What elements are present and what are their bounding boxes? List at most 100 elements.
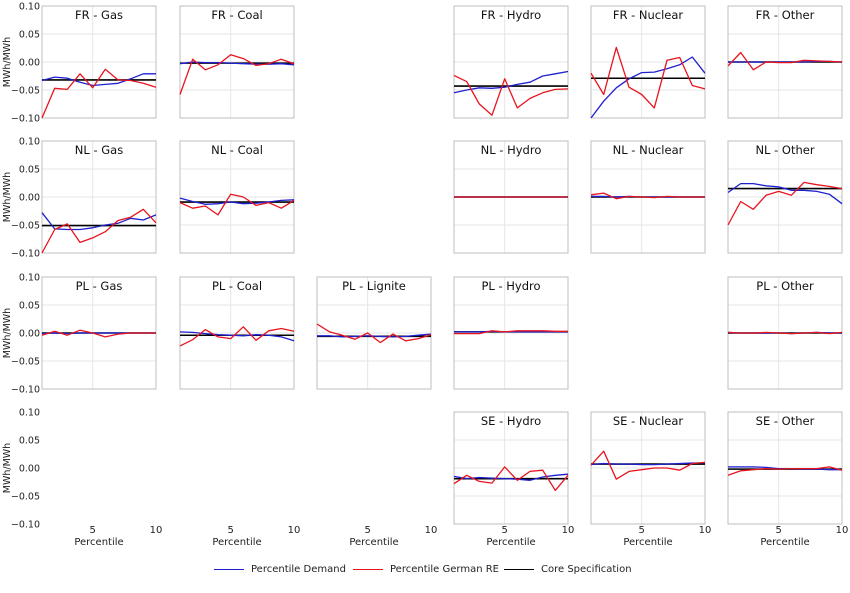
legend-demand-label: Percentile Demand [251,563,346,575]
panel-title-se-hydro: SE - Hydro [481,414,541,428]
xtick-label: 10 [699,525,712,536]
re-line-fr-gas [41,68,157,119]
re-line-nl-other [727,181,843,226]
re-line-pl-other [727,331,843,335]
legend-re-label: Percentile German RE [390,563,500,575]
ytick-label: −0.05 [11,86,40,97]
panel-frame-fr-coal [179,5,295,119]
panel-title-pl-other: PL - Other [756,279,814,293]
xtick-label: 10 [562,525,575,536]
xlabel: Percentile [212,537,261,548]
panel-title-nl-coal: NL - Coal [211,143,263,157]
xtick-label: 5 [638,525,644,536]
panel-title-fr-gas: FR - Gas [75,8,123,22]
panel-frame-nl-other [727,140,843,254]
xlabel: Percentile [74,537,123,548]
ytick-label: −0.10 [11,114,40,125]
panel-title-fr-coal: FR - Coal [211,8,262,22]
ytick-label: 0.10 [19,2,40,13]
legend-core-label: Core Specification [541,563,632,575]
demand-line-pl-coal [179,331,295,342]
ytick-label: 0.00 [19,329,40,340]
legend: Percentile Demand Percentile German RE C… [214,561,634,577]
panel-title-se-nuclear: SE - Nuclear [613,414,684,428]
panel-title-nl-hydro: NL - Hydro [481,143,542,157]
demand-line-fr-nuclear [590,56,706,119]
re-line-fr-coal [179,54,295,95]
re-line-se-other [727,466,843,476]
ylabel: MWh/MWh [2,443,13,493]
legend-core-swatch [504,568,534,570]
panel-frame-se-other [727,411,843,525]
demand-line-pl-lignite [317,333,432,338]
legend-re-swatch [353,568,383,570]
panel-title-se-other: SE - Other [756,414,815,428]
panel-frame-fr-hydro [453,5,569,119]
ytick-label: −0.05 [11,221,40,232]
legend-demand-swatch [214,568,244,570]
ytick-label: 0.00 [19,58,40,69]
ylabel: MWh/MWh [2,37,13,87]
ylabel: MWh/MWh [2,308,13,358]
demand-line-nl-other [727,182,843,205]
panel-title-nl-nuclear: NL - Nuclear [613,143,684,157]
re-line-se-hydro [453,466,569,492]
ytick-label: 0.05 [19,436,40,447]
demand-line-nl-coal [179,197,295,205]
panel-frame-nl-gas [41,140,157,254]
panel-frame-se-nuclear [590,411,706,525]
re-line-pl-lignite [316,323,432,344]
re-line-pl-gas [41,329,156,338]
xtick-label: 10 [288,525,301,536]
ytick-label: −0.10 [11,520,40,531]
xlabel: Percentile [623,537,672,548]
xtick-label: 10 [150,525,163,536]
ytick-label: −0.10 [11,385,40,396]
panel-title-fr-hydro: FR - Hydro [481,8,541,22]
xtick-label: 5 [227,525,233,536]
ytick-label: 0.05 [19,301,40,312]
panel-frame-fr-gas [41,5,157,119]
xtick-label: 5 [364,525,370,536]
legend-item-core: Core Specification [504,561,632,577]
demand-line-nl-gas [41,212,157,231]
legend-item-demand: Percentile Demand [214,561,346,577]
ytick-label: 0.00 [19,464,40,475]
re-line-fr-other [727,51,843,71]
xtick-label: 10 [836,525,849,536]
ylabel: MWh/MWh [2,172,13,222]
panel-frame-se-hydro [453,411,569,525]
xtick-label: 5 [89,525,95,536]
ytick-label: 0.05 [19,30,40,41]
re-line-fr-hydro [453,74,569,116]
panel-title-pl-gas: PL - Gas [76,279,123,293]
ytick-label: −0.05 [11,492,40,503]
re-line-nl-gas [41,208,157,254]
panel-frame-fr-nuclear [590,5,706,119]
ytick-label: 0.10 [19,273,40,284]
xlabel: Percentile [760,537,809,548]
legend-item-re: Percentile German RE [353,561,499,577]
panel-title-nl-gas: NL - Gas [75,143,123,157]
panel-frame-pl-coal [179,276,295,390]
demand-line-fr-hydro [453,70,569,94]
ytick-label: 0.10 [19,137,40,148]
panel-title-nl-other: NL - Other [755,143,814,157]
panel-title-pl-lignite: PL - Lignite [342,279,406,293]
demand-line-fr-gas [41,73,156,87]
demand-line-fr-coal [179,61,295,66]
re-line-pl-coal [179,326,295,347]
xtick-label: 5 [775,525,781,536]
xtick-label: 5 [501,525,507,536]
ytick-label: 0.10 [19,408,40,419]
re-line-se-nuclear [590,450,706,480]
re-line-pl-hydro [454,330,568,335]
panel-title-pl-coal: PL - Coal [212,279,262,293]
ytick-label: 0.05 [19,165,40,176]
ytick-label: −0.10 [11,249,40,260]
ytick-label: −0.05 [11,357,40,368]
panel-frame-pl-lignite [316,276,432,390]
re-line-nl-coal [179,193,295,216]
panel-title-fr-nuclear: FR - Nuclear [613,8,684,22]
